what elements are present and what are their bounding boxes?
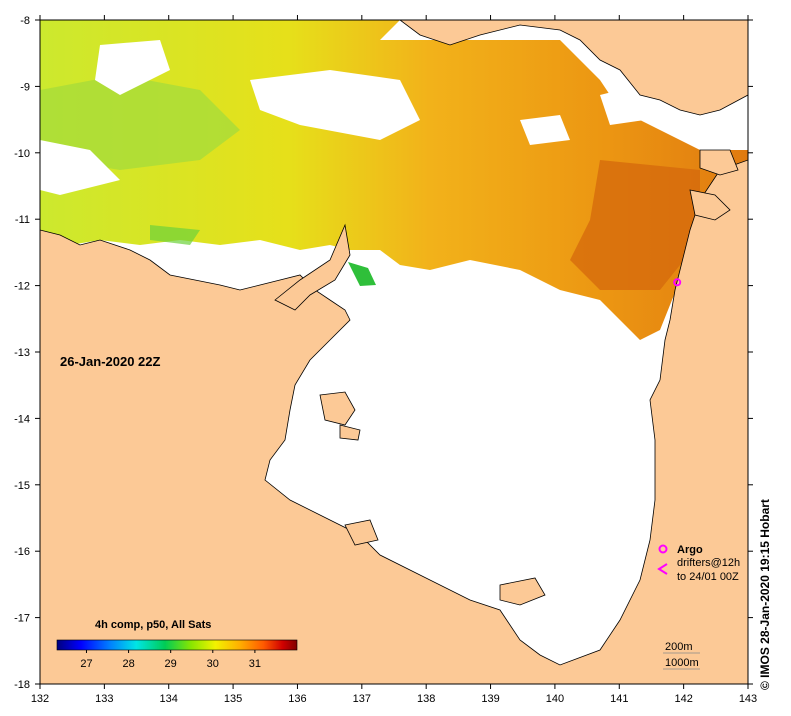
colorbar-tick-label: 29 xyxy=(165,658,177,670)
colorbar-gradient xyxy=(56,639,298,651)
lon-tick-label: 141 xyxy=(610,693,628,705)
lat-tick-label: -10 xyxy=(14,148,30,160)
depth-1000-label: 1000m xyxy=(665,657,699,669)
sst-cool-patch-2 xyxy=(150,225,200,245)
lon-tick-label: 132 xyxy=(31,693,49,705)
lon-tick-label: 142 xyxy=(674,693,692,705)
lon-tick-label: 133 xyxy=(95,693,113,705)
lon-tick-label: 136 xyxy=(288,693,306,705)
cloud-gap xyxy=(250,70,420,140)
cloud-gap-2 xyxy=(40,140,120,195)
colorbar-tick-label: 28 xyxy=(122,658,134,670)
lat-tick-label: -11 xyxy=(15,214,30,226)
cloud-gap-5 xyxy=(600,85,645,125)
lon-tick-label: 137 xyxy=(353,693,371,705)
land-islands-east xyxy=(689,189,731,221)
depth-200-label: 200m xyxy=(665,641,693,653)
lon-tick-label: 140 xyxy=(546,693,564,705)
lat-tick-label: -17 xyxy=(14,613,30,625)
argo-markers xyxy=(673,278,682,287)
land-new-guinea xyxy=(399,20,748,116)
lat-tick-label: -14 xyxy=(14,413,30,425)
colorbar-title: 4h comp, p50, All Sats xyxy=(95,619,211,631)
timestamp-label: 26-Jan-2020 22Z xyxy=(60,354,161,369)
colorbar-ticks: 27 28 29 30 31 xyxy=(80,650,261,670)
cloud-gap-4 xyxy=(520,115,570,145)
depth-legend: 200m 1000m xyxy=(663,641,700,670)
lat-tick-label: -9 xyxy=(20,81,30,93)
legend: Argo drifters@12h to 24/01 00Z xyxy=(657,544,740,583)
cloud-gap-3 xyxy=(95,40,170,95)
drifter-legend-line1: drifters@12h xyxy=(677,557,740,569)
colorbar: 4h comp, p50, All Sats 27 28 29 30 31 xyxy=(56,619,298,670)
lat-tick-label: -18 xyxy=(14,679,30,691)
argo-legend-icon xyxy=(658,544,668,554)
lon-tick-label: 135 xyxy=(224,693,242,705)
land-peninsula xyxy=(274,223,351,311)
land-island-gulf-2 xyxy=(339,424,361,441)
argo-legend-label: Argo xyxy=(677,544,703,556)
drifter-legend-line2: to 24/01 00Z xyxy=(677,571,739,583)
lat-tick-label: -16 xyxy=(14,546,30,558)
land-island-sw xyxy=(344,519,379,546)
drifter-legend-icon xyxy=(657,563,668,575)
axis-ticks: 132 133 134 135 136 137 138 139 140 141 142 143 -8 -9… xyxy=(14,15,757,705)
lon-tick-label: 139 xyxy=(481,693,499,705)
colorbar-tick-label: 31 xyxy=(249,658,261,670)
lat-tick-label: -15 xyxy=(14,480,30,492)
sst-cool-patch-3 xyxy=(348,262,376,286)
colorbar-tick-label: 27 xyxy=(80,658,92,670)
lat-tick-label: -13 xyxy=(14,347,30,359)
argo-float-marker xyxy=(673,278,682,287)
lat-tick-label: -8 xyxy=(20,15,30,27)
lon-tick-label: 143 xyxy=(739,693,757,705)
sst-warm-patch xyxy=(570,160,700,290)
lon-tick-label: 134 xyxy=(160,693,178,705)
land-island-gulf xyxy=(319,391,356,426)
lon-tick-label: 138 xyxy=(417,693,435,705)
sst-cool-patch xyxy=(40,75,240,170)
credit-label: © IMOS 28-Jan-2020 19:15 Hobart xyxy=(758,499,772,690)
land-islands-torres xyxy=(699,149,739,176)
land-island-south xyxy=(499,577,546,606)
lat-tick-label: -12 xyxy=(14,281,30,293)
colorbar-tick-label: 30 xyxy=(207,658,219,670)
